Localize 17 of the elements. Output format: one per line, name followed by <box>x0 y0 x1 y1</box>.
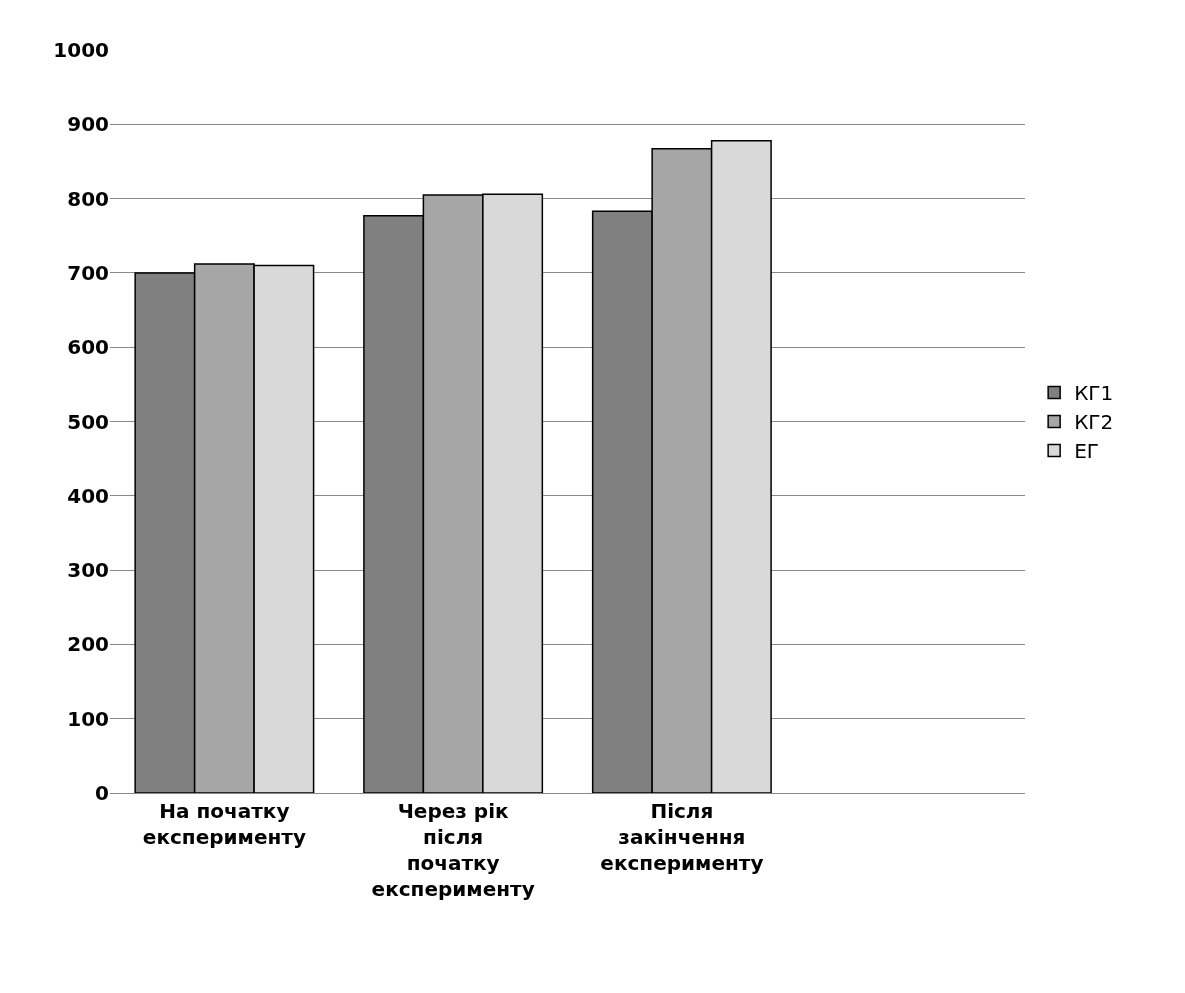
legend-label: ЕГ <box>1074 439 1099 464</box>
y-tick-label: 400 <box>67 483 109 508</box>
y-tick-label: 500 <box>67 409 109 434</box>
x-tick-label: Через рік після початку експерименту <box>371 799 535 901</box>
y-tick-label: 700 <box>67 260 109 285</box>
y-tick-label: 0 <box>95 781 109 805</box>
y-tick-label: 1000 <box>53 38 109 62</box>
legend-label: КГ1 <box>1074 381 1114 406</box>
y-tick-label: 900 <box>67 112 109 137</box>
y-tick-label: 100 <box>67 706 109 731</box>
y-tick-label: 800 <box>67 186 109 211</box>
x-tick-label: Після закінчення експерименту <box>600 799 764 875</box>
y-tick-label: 300 <box>67 558 109 583</box>
x-tick-label: На початку експерименту <box>142 799 306 849</box>
y-tick-label: 600 <box>67 335 109 360</box>
legend-label: КГ2 <box>1074 410 1114 435</box>
y-tick-label: 200 <box>67 632 109 657</box>
